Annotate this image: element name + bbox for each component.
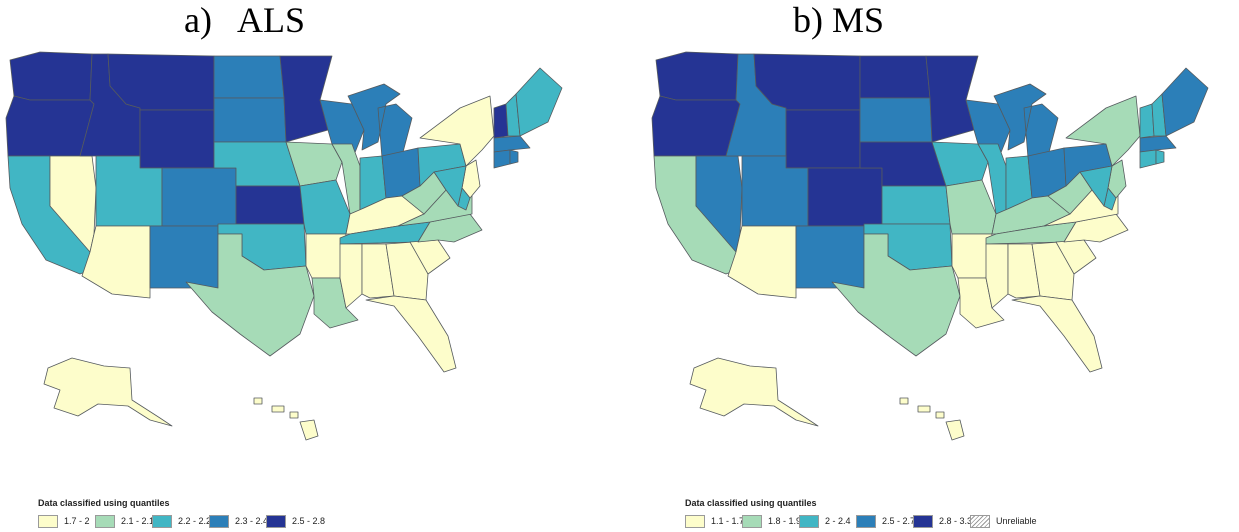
state-ak (43, 357, 173, 427)
state-ms (985, 243, 1009, 309)
legend-label: 2.5 - 2.7 (882, 516, 916, 526)
state-mi (993, 83, 1059, 159)
state-me (1161, 67, 1209, 137)
state-ak (689, 357, 819, 427)
legend-swatch (970, 514, 990, 528)
choropleth-map-als (5, 51, 563, 441)
legend-ms: Data classified using quantiles 1.1 - 1.… (685, 498, 1225, 530)
legend-title: Data classified using quantiles (685, 498, 817, 508)
legend-item: 2.2 - 2.2 (152, 514, 211, 528)
legend-swatch (685, 514, 705, 528)
legend-als: Data classified using quantiles 1.7 - 2 2… (38, 498, 598, 530)
legend-label: 1.8 - 1.9 (768, 516, 802, 526)
legend-item: 1.8 - 1.9 (742, 514, 801, 528)
legend-swatch (152, 514, 172, 528)
panel-title-ms: b) MS (793, 0, 885, 40)
state-tx (185, 233, 315, 357)
state-mo (945, 179, 997, 235)
legend-label: 2.8 - 3.3 (939, 516, 973, 526)
state-nm (149, 225, 219, 289)
legend-swatch (266, 514, 286, 528)
state-ma (493, 135, 531, 153)
state-mi (347, 83, 413, 159)
state-ks (235, 185, 305, 225)
state-ia (285, 141, 343, 187)
state-mt (107, 53, 215, 111)
legend-item: 2.5 - 2.8 (266, 514, 325, 528)
state-mn (279, 55, 333, 143)
choropleth-map-ms (651, 51, 1209, 441)
state-ga (1031, 241, 1075, 301)
state-wy (785, 109, 861, 169)
state-mt (753, 53, 861, 111)
legend-label: 2 - 2.4 (825, 516, 851, 526)
state-ia (931, 141, 989, 187)
state-hi (253, 397, 319, 441)
state-sd (859, 97, 933, 143)
state-wa (655, 51, 739, 101)
state-ks (881, 185, 951, 225)
state-ga (385, 241, 429, 301)
state-ma (1139, 135, 1177, 153)
state-ct (1139, 149, 1157, 169)
state-mo (299, 179, 351, 235)
legend-label: 2.1 - 2.1 (121, 516, 155, 526)
legend-swatch (913, 514, 933, 528)
state-vt (1139, 103, 1155, 139)
state-wa (9, 51, 93, 101)
state-or (5, 95, 95, 157)
legend-swatch (799, 514, 819, 528)
state-al (1007, 243, 1041, 299)
legend-label: 2.2 - 2.2 (178, 516, 212, 526)
state-co (807, 167, 883, 227)
legend-swatch (38, 514, 58, 528)
state-ny (1065, 95, 1141, 167)
legend-swatch (209, 514, 229, 528)
state-ny (419, 95, 495, 167)
legend-swatch (95, 514, 115, 528)
legend-item: Unreliable (970, 514, 1037, 528)
legend-item: 2.8 - 3.3 (913, 514, 972, 528)
legend-swatch (856, 514, 876, 528)
state-md (433, 165, 467, 207)
state-ms (339, 243, 363, 309)
state-ri (1155, 149, 1165, 165)
legend-label: 1.7 - 2 (64, 516, 90, 526)
legend-label: 1.1 - 1.7 (711, 516, 745, 526)
legend-label: 2.5 - 2.8 (292, 516, 326, 526)
legend-label: 2.3 - 2.4 (235, 516, 269, 526)
state-nm (795, 225, 865, 289)
legend-swatch (742, 514, 762, 528)
legend-item: 2.1 - 2.1 (95, 514, 154, 528)
legend-item: 1.7 - 2 (38, 514, 90, 528)
state-hi (899, 397, 965, 441)
legend-item: 1.1 - 1.7 (685, 514, 744, 528)
state-or (651, 95, 741, 157)
legend-item: 2.5 - 2.7 (856, 514, 915, 528)
state-mn (925, 55, 979, 143)
state-vt (493, 103, 509, 139)
state-wy (139, 109, 215, 169)
legend-item: 2.3 - 2.4 (209, 514, 268, 528)
state-me (515, 67, 563, 137)
state-ri (509, 149, 519, 165)
state-md (1079, 165, 1113, 207)
legend-item: 2 - 2.4 (799, 514, 851, 528)
legend-label: Unreliable (996, 516, 1037, 526)
state-al (361, 243, 395, 299)
state-fl (1011, 295, 1103, 373)
state-fl (365, 295, 457, 373)
legend-title: Data classified using quantiles (38, 498, 170, 508)
state-tx (831, 233, 961, 357)
panel-title-als: a) ALS (184, 0, 305, 40)
state-sd (213, 97, 287, 143)
state-nd (213, 55, 285, 99)
state-nd (859, 55, 931, 99)
state-ct (493, 149, 511, 169)
state-co (161, 167, 237, 227)
